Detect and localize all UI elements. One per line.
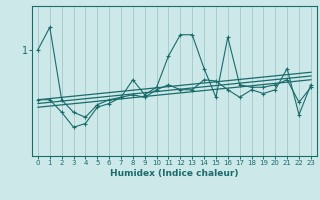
X-axis label: Humidex (Indice chaleur): Humidex (Indice chaleur) bbox=[110, 169, 239, 178]
